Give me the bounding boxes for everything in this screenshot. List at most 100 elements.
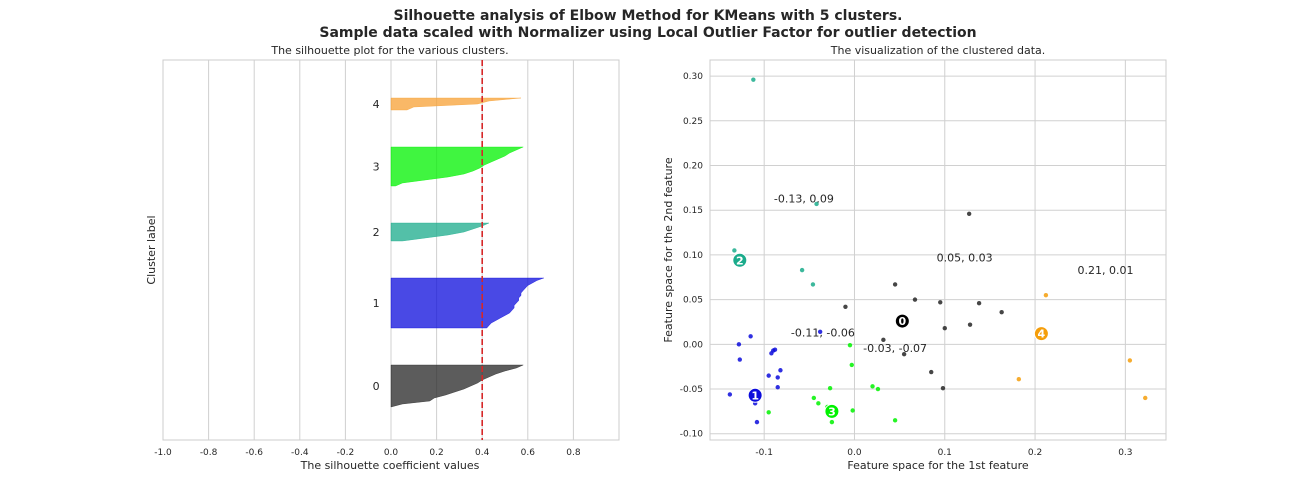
scatter-point-cluster-3 bbox=[849, 362, 854, 368]
scatter-y-tick-label: 0.25 bbox=[683, 117, 703, 127]
scatter-point-cluster-3 bbox=[766, 410, 771, 415]
silhouette-y-label: Cluster label bbox=[145, 215, 158, 284]
silhouette-x-tick-label: -0.4 bbox=[291, 448, 309, 458]
scatter-point-cluster-2 bbox=[799, 267, 805, 273]
scatter-grid bbox=[710, 60, 1166, 440]
scatter-point-cluster-1 bbox=[727, 392, 733, 397]
cluster-center-marker bbox=[894, 313, 910, 329]
figure-suptitle-line1: Silhouette analysis of Elbow Method for … bbox=[393, 8, 903, 24]
scatter-point-cluster-2 bbox=[810, 282, 816, 287]
scatter-point-cluster-1 bbox=[817, 329, 823, 335]
scatter-point-cluster-0 bbox=[976, 301, 982, 306]
silhouette-cluster-label: 0 bbox=[373, 380, 380, 393]
scatter-x-tick-label: 0.2 bbox=[1028, 448, 1042, 458]
scatter-y-label: Feature space for the 2nd feature bbox=[662, 157, 675, 342]
cluster-center-label: 0 bbox=[899, 315, 907, 328]
scatter-y-tick-label: 0.00 bbox=[683, 340, 703, 350]
scatter-y-tick-label: 0.15 bbox=[683, 206, 703, 216]
silhouette-plot-title: The silhouette plot for the various clus… bbox=[270, 44, 508, 57]
center-coordinate-annotation: 0.21, 0.01 bbox=[1078, 264, 1134, 277]
silhouette-band-cluster-4 bbox=[390, 97, 522, 111]
scatter-point-cluster-0 bbox=[912, 297, 918, 302]
scatter-point-cluster-1 bbox=[766, 373, 771, 378]
silhouette-x-tick-label: 0.6 bbox=[521, 448, 536, 458]
scatter-points bbox=[727, 77, 1148, 425]
scatter-point-cluster-2 bbox=[751, 77, 756, 82]
silhouette-x-tick-label: 0.8 bbox=[566, 448, 581, 458]
scatter-point-cluster-3 bbox=[850, 408, 855, 413]
scatter-point-cluster-3 bbox=[870, 384, 875, 389]
cluster-center-label: 4 bbox=[1038, 328, 1046, 341]
scatter-y-tick-label: 0.20 bbox=[683, 162, 703, 172]
scatter-point-cluster-4 bbox=[1016, 377, 1022, 382]
scatter-point-cluster-3 bbox=[829, 419, 835, 425]
scatter-point-cluster-4 bbox=[1043, 292, 1049, 298]
silhouette-axes: 0 1 2 3 4 -1.0 -0.8 -0.6 -0.4 -0.2 0.0 0.2 0.4 0.6 0.… bbox=[145, 44, 620, 472]
scatter-x-tick-label: -0.1 bbox=[755, 448, 773, 458]
scatter-y-tick-label: 0.10 bbox=[683, 251, 703, 261]
scatter-point-cluster-3 bbox=[827, 385, 833, 391]
scatter-point-cluster-0 bbox=[901, 351, 907, 357]
scatter-point-cluster-0 bbox=[940, 385, 946, 391]
cluster-center-label: 3 bbox=[828, 405, 836, 418]
scatter-point-cluster-3 bbox=[875, 386, 881, 392]
scatter-y-tick-label: 0.30 bbox=[683, 72, 703, 82]
silhouette-cluster-label: 4 bbox=[373, 98, 380, 111]
scatter-point-cluster-1 bbox=[736, 342, 742, 347]
silhouette-x-ticks: -1.0 -0.8 -0.6 -0.4 -0.2 0.0 0.2 0.4 0.6 0.8 bbox=[154, 448, 581, 458]
center-coordinate-annotation: -0.13, 0.09 bbox=[774, 193, 834, 206]
scatter-point-cluster-1 bbox=[737, 357, 742, 362]
silhouette-x-tick-label: 0.0 bbox=[384, 448, 399, 458]
silhouette-band-cluster-1 bbox=[390, 277, 544, 329]
cluster-center-marker bbox=[747, 387, 763, 403]
center-coordinate-annotation: 0.05, 0.03 bbox=[937, 252, 993, 265]
scatter-point-cluster-1 bbox=[754, 419, 760, 425]
silhouette-band-cluster-3 bbox=[390, 146, 524, 187]
scatter-y-tick-label: -0.05 bbox=[680, 385, 703, 395]
scatter-point-cluster-0 bbox=[892, 282, 898, 287]
silhouette-x-label: The silhouette coefficient values bbox=[300, 459, 480, 472]
center-coordinate-annotation: -0.03, -0.07 bbox=[863, 342, 927, 355]
scatter-point-cluster-1 bbox=[775, 385, 780, 390]
scatter-point-cluster-0 bbox=[881, 337, 886, 343]
scatter-annotations: -0.13, 0.09 0.05, 0.03 0.21, 0.01 -0.11, -0… bbox=[774, 193, 1134, 355]
silhouette-x-tick-label: -0.8 bbox=[200, 448, 218, 458]
scatter-plot-title: The visualization of the clustered data. bbox=[830, 44, 1046, 57]
silhouette-cluster-label: 2 bbox=[373, 226, 380, 239]
scatter-centers: 0 1 2 3 4 bbox=[732, 252, 1049, 419]
scatter-ticks: -0.1 0.0 0.1 0.2 0.3 -0.10 -0.05 0.00 0.05 0.10 0.… bbox=[680, 72, 1133, 458]
scatter-point-cluster-4 bbox=[1127, 358, 1133, 363]
scatter-point-cluster-1 bbox=[769, 351, 774, 356]
figure-suptitle-line2: Sample data scaled with Normalizer using… bbox=[319, 25, 977, 41]
scatter-point-cluster-0 bbox=[942, 326, 947, 331]
silhouette-x-tick-label: -0.6 bbox=[245, 448, 263, 458]
silhouette-x-tick-label: 0.2 bbox=[429, 448, 443, 458]
silhouette-band-cluster-0 bbox=[390, 364, 524, 408]
scatter-point-cluster-0 bbox=[966, 211, 972, 216]
scatter-point-cluster-1 bbox=[775, 375, 780, 380]
scatter-point-cluster-0 bbox=[999, 309, 1004, 315]
scatter-point-cluster-1 bbox=[772, 347, 778, 352]
silhouette-band-cluster-2 bbox=[390, 222, 490, 242]
scatter-point-cluster-0 bbox=[938, 300, 943, 305]
scatter-point-cluster-2 bbox=[814, 201, 819, 207]
cluster-center-label: 1 bbox=[751, 389, 759, 402]
scatter-point-cluster-2 bbox=[732, 248, 737, 253]
cluster-center-marker bbox=[732, 252, 748, 268]
scatter-point-cluster-3 bbox=[811, 395, 817, 401]
scatter-point-cluster-1 bbox=[778, 368, 783, 373]
silhouette-clusters: 0 1 2 3 4 bbox=[373, 97, 544, 408]
cluster-center-marker bbox=[1033, 326, 1049, 342]
scatter-y-tick-label: -0.10 bbox=[680, 430, 704, 440]
scatter-point-cluster-4 bbox=[1143, 395, 1148, 401]
scatter-point-cluster-3 bbox=[816, 401, 821, 406]
scatter-x-tick-label: 0.0 bbox=[847, 448, 862, 458]
scatter-x-tick-label: 0.3 bbox=[1118, 448, 1132, 458]
scatter-point-cluster-0 bbox=[967, 322, 973, 327]
scatter-point-cluster-0 bbox=[929, 369, 934, 375]
scatter-point-cluster-1 bbox=[748, 334, 753, 339]
silhouette-x-tick-label: -0.2 bbox=[337, 448, 355, 458]
silhouette-x-tick-label: -1.0 bbox=[154, 448, 172, 458]
